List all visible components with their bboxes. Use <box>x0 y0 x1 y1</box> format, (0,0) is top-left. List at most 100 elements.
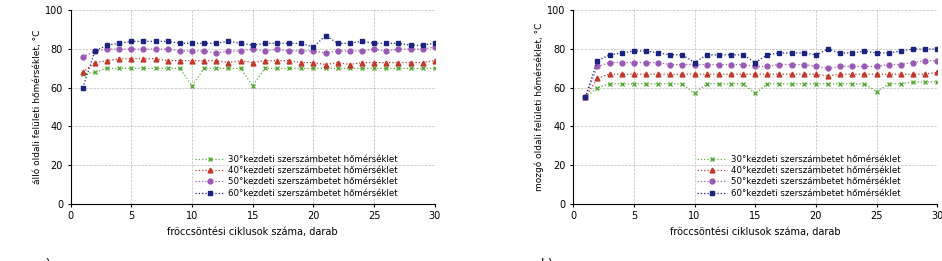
40°kezdeti szerszámbetet hőmérséklet <box>102 59 113 62</box>
30°kezdeti szerszámbetet hőmérséklet <box>701 82 712 85</box>
60°kezdeti szerszámbetet hőmérséklet <box>417 44 429 47</box>
40°kezdeti szerszámbetet hőmérséklet <box>859 73 870 76</box>
30°kezdeti szerszámbetet hőmérséklet <box>89 71 101 74</box>
30°kezdeti szerszámbetet hőmérséklet <box>798 82 809 85</box>
X-axis label: fröccsöntési ciklusok száma, darab: fröccsöntési ciklusok száma, darab <box>168 227 338 237</box>
30°kezdeti szerszámbetet hőmérséklet <box>247 84 258 87</box>
60°kezdeti szerszámbetet hőmérséklet <box>847 51 858 55</box>
40°kezdeti szerszámbetet hőmérséklet <box>430 59 441 62</box>
50°kezdeti szerszámbetet hőmérséklet <box>223 49 235 52</box>
Line: 30°kezdeti szerszámbetet hőmérséklet: 30°kezdeti szerszámbetet hőmérséklet <box>583 79 940 100</box>
40°kezdeti szerszámbetet hőmérséklet <box>604 73 615 76</box>
60°kezdeti szerszámbetet hőmérséklet <box>895 49 906 52</box>
30°kezdeti szerszámbetet hőmérséklet <box>750 92 761 95</box>
30°kezdeti szerszámbetet hőmérséklet <box>907 80 918 84</box>
30°kezdeti szerszámbetet hőmérséklet <box>689 92 700 95</box>
30°kezdeti szerszámbetet hőmérséklet <box>641 82 652 85</box>
30°kezdeti szerszámbetet hőmérséklet <box>138 67 149 70</box>
30°kezdeti szerszámbetet hőmérséklet <box>430 67 441 70</box>
40°kezdeti szerszámbetet hőmérséklet <box>405 61 416 64</box>
Line: 40°kezdeti szerszámbetet hőmérséklet: 40°kezdeti szerszámbetet hőmérséklet <box>80 56 437 75</box>
50°kezdeti szerszámbetet hőmérséklet <box>368 48 380 51</box>
40°kezdeti szerszámbetet hőmérséklet <box>798 73 809 76</box>
40°kezdeti szerszámbetet hőmérséklet <box>271 59 283 62</box>
30°kezdeti szerszámbetet hőmérséklet <box>738 82 749 85</box>
Text: b): b) <box>541 258 553 261</box>
40°kezdeti szerszámbetet hőmérséklet <box>223 61 235 64</box>
50°kezdeti szerszámbetet hőmérséklet <box>653 61 664 64</box>
50°kezdeti szerszámbetet hőmérséklet <box>259 49 270 52</box>
Line: 50°kezdeti szerszámbetet hőmérséklet: 50°kezdeti szerszámbetet hőmérséklet <box>583 58 940 100</box>
30°kezdeti szerszámbetet hőmérséklet <box>199 67 210 70</box>
50°kezdeti szerszámbetet hőmérséklet <box>332 49 343 52</box>
60°kezdeti szerszámbetet hőmérséklet <box>138 40 149 43</box>
40°kezdeti szerszámbetet hőmérséklet <box>665 73 676 76</box>
50°kezdeti szerszámbetet hőmérséklet <box>296 49 307 52</box>
Line: 40°kezdeti szerszámbetet hőmérséklet: 40°kezdeti szerszámbetet hőmérséklet <box>583 70 940 100</box>
50°kezdeti szerszámbetet hőmérséklet <box>211 51 222 55</box>
60°kezdeti szerszámbetet hőmérséklet <box>628 49 640 52</box>
30°kezdeti szerszámbetet hőmérséklet <box>665 82 676 85</box>
40°kezdeti szerszámbetet hőmérséklet <box>199 59 210 62</box>
30°kezdeti szerszámbetet hőmérséklet <box>895 82 906 85</box>
50°kezdeti szerszámbetet hőmérséklet <box>604 61 615 64</box>
40°kezdeti szerszámbetet hőmérséklet <box>114 57 125 60</box>
40°kezdeti szerszámbetet hőmérséklet <box>308 61 319 64</box>
40°kezdeti szerszámbetet hőmérséklet <box>259 59 270 62</box>
30°kezdeti szerszámbetet hőmérséklet <box>102 67 113 70</box>
30°kezdeti szerszámbetet hőmérséklet <box>125 67 137 70</box>
Y-axis label: álló oldali felületi hőmérséklet, °C: álló oldali felületi hőmérséklet, °C <box>33 30 41 184</box>
60°kezdeti szerszámbetet hőmérséklet <box>368 42 380 45</box>
40°kezdeti szerszámbetet hőmérséklet <box>907 73 918 76</box>
60°kezdeti szerszámbetet hőmérséklet <box>810 53 821 56</box>
60°kezdeti szerszámbetet hőmérséklet <box>77 86 89 89</box>
40°kezdeti szerszámbetet hőmérséklet <box>89 61 101 64</box>
40°kezdeti szerszámbetet hőmérséklet <box>125 57 137 60</box>
30°kezdeti szerszámbetet hőmérséklet <box>859 82 870 85</box>
40°kezdeti szerszámbetet hőmérséklet <box>932 71 942 74</box>
40°kezdeti szerszámbetet hőmérséklet <box>368 61 380 64</box>
60°kezdeti szerszámbetet hőmérséklet <box>689 61 700 64</box>
40°kezdeti szerszámbetet hőmérséklet <box>417 61 429 64</box>
60°kezdeti szerszámbetet hőmérséklet <box>750 61 761 64</box>
60°kezdeti szerszámbetet hőmérséklet <box>871 51 883 55</box>
30°kezdeti szerszámbetet hőmérséklet <box>579 96 591 99</box>
30°kezdeti szerszámbetet hőmérséklet <box>713 82 724 85</box>
30°kezdeti szerszámbetet hőmérséklet <box>77 73 89 76</box>
60°kezdeti szerszámbetet hőmérséklet <box>114 42 125 45</box>
60°kezdeti szerszámbetet hőmérséklet <box>199 42 210 45</box>
60°kezdeti szerszámbetet hőmérséklet <box>822 48 834 51</box>
60°kezdeti szerszámbetet hőmérséklet <box>405 44 416 47</box>
50°kezdeti szerszámbetet hőmérséklet <box>738 63 749 66</box>
30°kezdeti szerszámbetet hőmérséklet <box>381 67 392 70</box>
60°kezdeti szerszámbetet hőmérséklet <box>162 40 173 43</box>
Legend: 30°kezdeti szerszámbetet hőmérséklet, 40°kezdeti szerszámbetet hőmérséklet, 50°k: 30°kezdeti szerszámbetet hőmérséklet, 40… <box>695 153 902 199</box>
30°kezdeti szerszámbetet hőmérséklet <box>835 82 846 85</box>
30°kezdeti szerszámbetet hőmérséklet <box>919 80 931 84</box>
30°kezdeti szerszámbetet hőmérséklet <box>296 67 307 70</box>
50°kezdeti szerszámbetet hőmérséklet <box>725 63 737 66</box>
50°kezdeti szerszámbetet hőmérséklet <box>713 63 724 66</box>
30°kezdeti szerszámbetet hőmérséklet <box>271 67 283 70</box>
50°kezdeti szerszámbetet hőmérséklet <box>393 48 404 51</box>
30°kezdeti szerszámbetet hőmérséklet <box>592 86 603 89</box>
60°kezdeti szerszámbetet hőmérséklet <box>235 42 246 45</box>
50°kezdeti szerszámbetet hőmérséklet <box>284 49 295 52</box>
40°kezdeti szerszámbetet hőmérséklet <box>332 61 343 64</box>
40°kezdeti szerszámbetet hőmérséklet <box>284 59 295 62</box>
50°kezdeti szerszámbetet hőmérséklet <box>810 65 821 68</box>
60°kezdeti szerszámbetet hőmérséklet <box>247 44 258 47</box>
40°kezdeti szerszámbetet hőmérséklet <box>138 57 149 60</box>
40°kezdeti szerszámbetet hőmérséklet <box>919 73 931 76</box>
50°kezdeti szerszámbetet hőmérséklet <box>579 96 591 99</box>
Text: a): a) <box>38 258 51 261</box>
50°kezdeti szerszámbetet hőmérséklet <box>701 63 712 66</box>
60°kezdeti szerszámbetet hőmérséklet <box>665 53 676 56</box>
50°kezdeti szerszámbetet hőmérséklet <box>150 48 161 51</box>
40°kezdeti szerszámbetet hőmérséklet <box>235 59 246 62</box>
40°kezdeti szerszámbetet hőmérséklet <box>895 73 906 76</box>
Y-axis label: mozgó oldali felületi hőmérséklet, °C: mozgó oldali felületi hőmérséklet, °C <box>535 23 544 191</box>
30°kezdeti szerszámbetet hőmérséklet <box>308 67 319 70</box>
60°kezdeti szerszámbetet hőmérséklet <box>616 51 627 55</box>
50°kezdeti szerszámbetet hőmérséklet <box>114 48 125 51</box>
